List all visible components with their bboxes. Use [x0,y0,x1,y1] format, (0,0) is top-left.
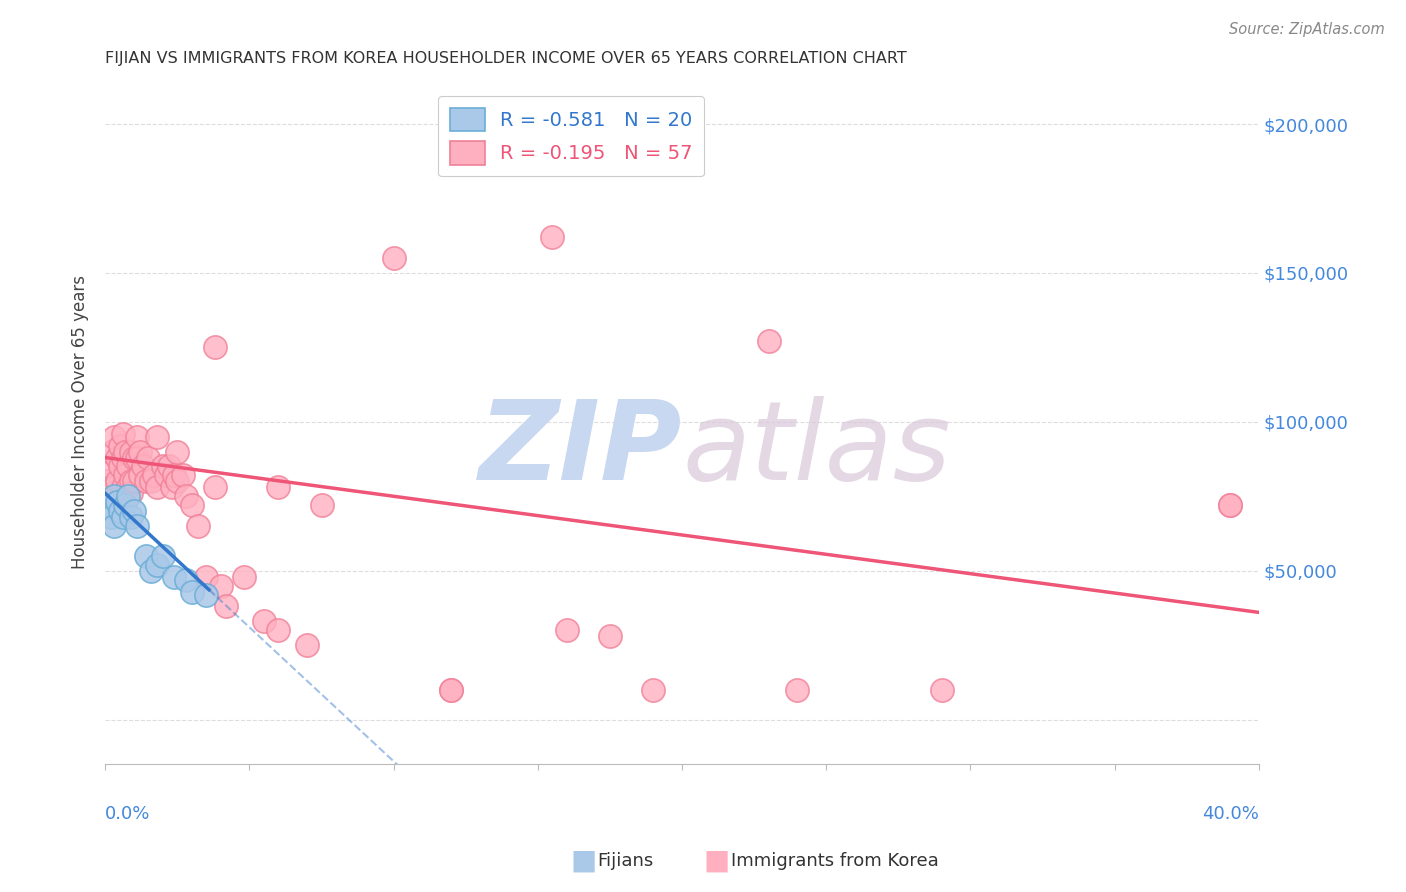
Point [97,475,120,489]
Point [105,450,128,465]
Point [160,480,183,494]
Point [125,450,148,465]
Point [111,426,134,441]
Point [105,475,128,489]
Point [174,573,197,587]
Point [643,682,665,697]
Point [180,584,202,599]
Point [253,615,276,629]
Point [295,638,318,652]
Point [120,510,142,524]
Point [186,519,208,533]
Point [120,444,142,458]
Text: 40.0%: 40.0% [1202,805,1258,823]
Point [152,459,174,474]
Point [122,475,145,489]
Point [166,444,188,458]
Text: 0.0%: 0.0% [105,805,150,823]
Point [146,558,169,572]
Point [103,519,125,533]
Point [100,444,122,458]
Point [215,599,238,614]
Legend: R = -0.581   N = 20, R = -0.195   N = 57: R = -0.581 N = 20, R = -0.195 N = 57 [437,96,704,177]
Point [135,475,157,489]
Point [105,495,128,509]
Point [1219,498,1241,512]
Point [166,475,188,489]
Point [267,624,290,638]
Point [174,489,197,503]
Point [108,504,131,518]
Text: ■: ■ [571,847,596,875]
Text: Source: ZipAtlas.com: Source: ZipAtlas.com [1229,22,1385,37]
Point [103,480,125,494]
Point [163,569,186,583]
Point [311,498,333,512]
Point [138,450,160,465]
Point [141,475,163,489]
Point [152,549,174,563]
Point [125,519,148,533]
Point [155,468,177,483]
Point [128,468,150,483]
Point [122,450,145,465]
Point [1219,498,1241,512]
Point [111,480,134,494]
Point [440,682,463,697]
Point [195,588,218,602]
Point [758,334,780,349]
Point [108,459,131,474]
Point [111,510,134,524]
Point [141,564,163,578]
Point [209,578,232,592]
Y-axis label: Householder Income Over 65 years: Householder Income Over 65 years [72,275,89,569]
Point [267,480,290,494]
Point [117,489,139,503]
Point [97,459,120,474]
Point [541,230,564,244]
Text: ■: ■ [704,847,730,875]
Point [117,459,139,474]
Point [97,498,120,512]
Point [103,489,125,503]
Point [382,251,405,265]
Point [195,569,218,583]
Point [111,450,134,465]
Point [120,475,142,489]
Point [172,468,194,483]
Point [128,444,150,458]
Point [157,459,180,474]
Point [440,682,463,697]
Point [204,340,226,354]
Point [599,629,621,643]
Point [114,468,136,483]
Point [125,430,148,444]
Point [146,430,169,444]
Text: ZIP: ZIP [478,396,682,503]
Point [931,682,953,697]
Point [146,480,169,494]
Point [163,468,186,483]
Point [204,480,226,494]
Point [180,498,202,512]
Point [786,682,808,697]
Point [108,439,131,453]
Point [143,468,166,483]
Point [103,430,125,444]
Point [114,498,136,512]
Point [131,459,153,474]
Point [135,549,157,563]
Text: Immigrants from Korea: Immigrants from Korea [731,852,939,870]
Point [232,569,254,583]
Point [117,480,139,494]
Text: Fijians: Fijians [598,852,654,870]
Point [120,486,142,500]
Point [100,489,122,503]
Text: atlas: atlas [682,396,950,503]
Point [555,624,578,638]
Point [114,444,136,458]
Text: FIJIAN VS IMMIGRANTS FROM KOREA HOUSEHOLDER INCOME OVER 65 YEARS CORRELATION CHA: FIJIAN VS IMMIGRANTS FROM KOREA HOUSEHOL… [105,51,907,66]
Point [122,504,145,518]
Point [100,510,122,524]
